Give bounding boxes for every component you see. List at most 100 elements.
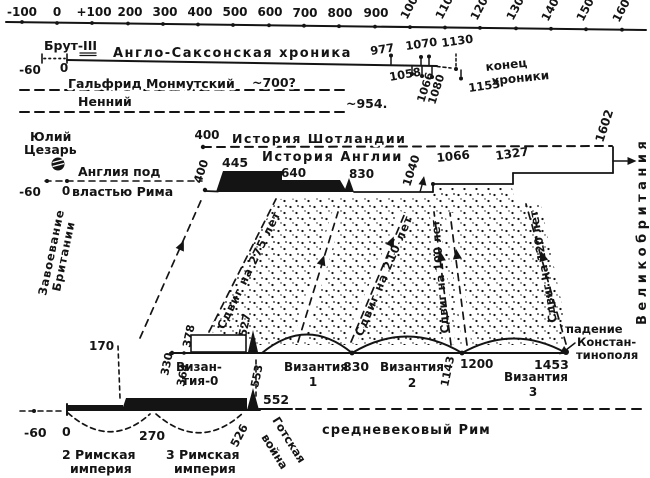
galfrid-label: Гальфрид Монмутский [68, 76, 235, 91]
shift-arrow-line [139, 195, 204, 339]
byzantium-1-num: 1 [309, 375, 317, 389]
england-spike-830 [344, 178, 354, 192]
byzantium-2-label: Византия [380, 360, 444, 374]
mark-1070: 1070 [404, 35, 438, 53]
rome-timeline: -60 0 552 270 2 Римская империя 3 Римска… [19, 388, 649, 476]
england-1040-pin [419, 184, 423, 193]
axis-label: 500 [222, 5, 247, 19]
chronicle-line-dashed-end [436, 65, 452, 69]
byzantium-0-label: тия-0 [182, 374, 218, 388]
fall-constantinople-label: тинополя [576, 348, 638, 362]
england-bar-640-830 [282, 180, 347, 192]
rome-early-bar [67, 405, 123, 410]
arrow-right-icon [627, 157, 637, 165]
pin-977 [389, 53, 393, 58]
mark-977: 977 [369, 40, 395, 58]
rome-270: 270 [139, 428, 165, 443]
axis-label: 600 [257, 5, 282, 19]
caesar-marker-stripe [52, 162, 65, 168]
axis-label: -100 [7, 5, 37, 19]
chronicle-end-note: конец [485, 56, 528, 74]
byz-553: 553 [248, 363, 265, 388]
great-britain-label: Великобритания [635, 137, 650, 325]
anglo-saxon-chronicle-row: Брут-III -60 0 Англо-Саксонская хроника … [19, 32, 550, 106]
byzantium-3-label: Византия [504, 370, 568, 384]
arrow-up-icon [539, 251, 549, 263]
byz-330: 330 [158, 351, 176, 377]
byzantium-2-num: 2 [408, 376, 416, 390]
axis-label: 0 [53, 5, 61, 19]
arrow-up-icon [418, 176, 427, 186]
scotland-timeline: 400 История Шотландии [194, 128, 613, 150]
byz-364: 364 [174, 362, 192, 388]
axis-label: 400 [187, 5, 212, 19]
fall-arrow [565, 342, 576, 351]
mark-1153: 1153 [467, 77, 501, 95]
pin-1066 [420, 74, 424, 78]
empire2-label: 2 Римская [62, 447, 136, 462]
byz-330-dot [169, 350, 175, 356]
arrow-up-icon [452, 249, 462, 260]
empire3-arc [155, 412, 244, 434]
byz-1453: 1453 [534, 357, 569, 372]
shift-210-line [350, 212, 406, 343]
nennius-label: Ненний [78, 94, 132, 109]
byzantium-1-label: Византия [284, 360, 348, 374]
empire3-label: империя [174, 461, 236, 476]
rule-neg60-dot [45, 179, 49, 183]
axis-label: 1500 [573, 0, 600, 23]
pin-1070 [419, 55, 423, 59]
axis-label: 1100 [432, 0, 459, 21]
empire2-label: империя [70, 461, 132, 476]
chronicle-neg60: -60 [19, 63, 41, 77]
pin-1070b [427, 54, 431, 59]
england-timeline: Юлий Цезарь -60 0 Англия под властью Рим… [19, 108, 650, 325]
shift-100-line [433, 211, 452, 346]
nennius-end: ~954. [346, 96, 387, 111]
roman-rule-label: Англия под [78, 164, 160, 179]
england-1066: 1066 [436, 148, 471, 165]
arrow-up-icon [436, 251, 446, 262]
caesar-label: Юлий [30, 129, 71, 144]
england-title: История Англии [262, 150, 403, 165]
brut-label: Брут-III [44, 38, 97, 53]
england-bar-445-640 [216, 171, 282, 192]
byz-527: 527 [236, 312, 253, 337]
axis-label: 300 [152, 5, 177, 19]
england-640: 640 [281, 166, 306, 180]
caesar-marker-stripe [52, 158, 65, 164]
rule-zero-dot [65, 179, 69, 183]
axis-label: 900 [363, 6, 388, 20]
galfrid-row: Гальфрид Монмутский ~700? [19, 73, 346, 94]
axis-label: 1000 [397, 0, 424, 21]
byz-170: 170 [89, 339, 114, 353]
byzantium-0-label: Визан- [176, 360, 222, 374]
chronicle-end-note: хроники [491, 68, 550, 88]
byz-1143: 1143 [438, 355, 457, 388]
empire3-label: 3 Римская [166, 447, 240, 462]
arrow-up-icon [175, 240, 184, 252]
byz-170-drop-line [117, 345, 121, 399]
england-line [204, 190, 219, 193]
pin-1058 [410, 72, 414, 76]
scotland-start-label: 400 [194, 128, 219, 142]
shift-band: Сдвиг на 275 лет Сдвиг на 210 лет Сдвиг … [139, 188, 568, 346]
shift-275-line [208, 198, 277, 333]
rome-zero: 0 [62, 424, 71, 439]
byzantium-3-arc [461, 337, 567, 354]
time-axis-line [5, 21, 647, 31]
caesar-label: Цезарь [24, 142, 77, 157]
england-1602: 1602 [593, 108, 617, 144]
arrow-icon [559, 346, 569, 355]
byzantium-3-num: 3 [529, 385, 537, 399]
axis-label: 1200 [467, 0, 494, 22]
axis-label: 200 [117, 5, 142, 19]
shift-120-line [525, 203, 567, 345]
england-1327: 1327 [494, 144, 529, 163]
scotland-line [202, 145, 613, 148]
time-axis: -100 0 +100 200 300 400 500 600 700 800 … [5, 0, 647, 32]
chronicle-line [66, 59, 438, 67]
england-start-label: 400 [191, 158, 212, 185]
